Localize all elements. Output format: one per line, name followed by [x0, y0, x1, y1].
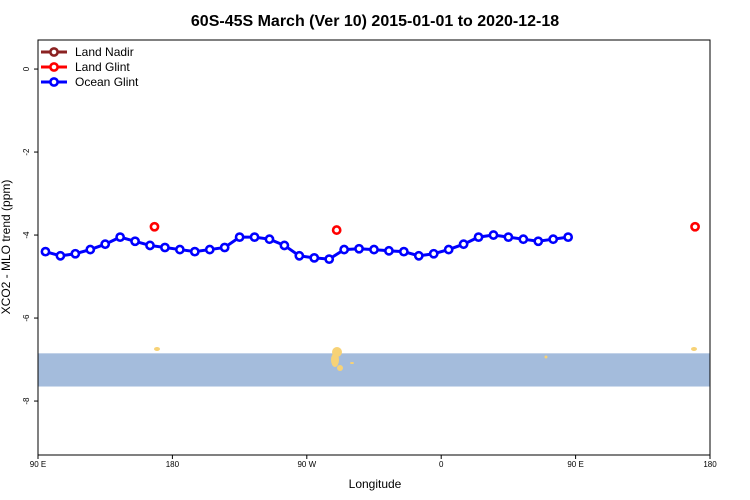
- y-tick-label-4: -8: [22, 397, 31, 405]
- data-point-land-glint-0: [149, 221, 160, 232]
- data-point-ocean-glint-12: [219, 242, 230, 253]
- data-point-ocean-glint-18: [309, 252, 320, 263]
- map-land-4: [350, 362, 354, 364]
- data-point-ocean-glint-27: [443, 244, 454, 255]
- data-point-ocean-glint-30: [488, 230, 499, 240]
- data-point-ocean-glint-33: [533, 236, 544, 247]
- data-point-ocean-glint-19: [324, 254, 335, 265]
- data-point-ocean-glint-31: [503, 232, 514, 243]
- data-point-ocean-glint-23: [384, 245, 394, 256]
- data-point-ocean-glint-8: [160, 242, 170, 253]
- map-land-0: [154, 347, 160, 351]
- data-point-ocean-glint-5: [115, 232, 126, 243]
- x-axis: 90 E 180 90 W 0 90 E 180: [30, 455, 717, 469]
- data-point-land-glint-1: [331, 225, 342, 235]
- data-point-ocean-glint-9: [174, 244, 185, 255]
- data-point-ocean-glint-21: [354, 243, 364, 254]
- map-land-2: [331, 353, 339, 367]
- x-axis-label: Longitude: [349, 477, 402, 491]
- y-tick-label-0: 0: [22, 66, 31, 71]
- legend-marker-land-nadir: [49, 47, 59, 57]
- map-strip: [38, 347, 710, 387]
- data-point-ocean-glint-3: [85, 244, 96, 255]
- data-point-ocean-glint-15: [264, 234, 275, 245]
- map-land-6: [691, 347, 697, 351]
- legend-marker-land-glint: [49, 62, 59, 72]
- data-point-ocean-glint-26: [428, 248, 439, 259]
- data-point-ocean-glint-34: [548, 234, 559, 245]
- data-point-ocean-glint-20: [339, 244, 350, 255]
- legend-label-land-nadir: Land Nadir: [75, 45, 134, 59]
- data-point-ocean-glint-4: [100, 239, 111, 250]
- data-point-ocean-glint-16: [279, 240, 290, 251]
- y-axis: 0 -2 -4 -6 -8: [22, 66, 38, 405]
- y-tick-label-3: -6: [22, 314, 31, 322]
- x-tick-label-1: 180: [166, 460, 180, 469]
- data-point-ocean-glint-35: [563, 232, 574, 243]
- x-tick-label-0: 90 E: [30, 460, 46, 469]
- series-layer: [40, 221, 700, 265]
- data-point-ocean-glint-22: [369, 244, 379, 255]
- data-point-land-glint-2: [690, 221, 700, 232]
- data-point-ocean-glint-7: [145, 240, 155, 251]
- y-tick-label-2: -4: [22, 231, 31, 239]
- data-point-ocean-glint-32: [518, 234, 529, 245]
- data-point-ocean-glint-24: [398, 246, 409, 257]
- y-axis-label: XCO2 - MLO trend (ppm): [0, 180, 13, 315]
- data-point-ocean-glint-17: [294, 250, 305, 261]
- data-point-ocean-glint-28: [458, 239, 469, 250]
- x-tick-label-3: 0: [439, 460, 444, 469]
- data-point-ocean-glint-14: [249, 232, 260, 243]
- data-point-ocean-glint-2: [70, 248, 81, 259]
- map-land-3: [337, 365, 343, 371]
- data-point-ocean-glint-1: [55, 250, 66, 261]
- data-point-ocean-glint-6: [130, 236, 140, 247]
- legend-marker-ocean-glint: [49, 77, 59, 87]
- chart-title: 60S-45S March (Ver 10) 2015-01-01 to 202…: [191, 13, 559, 30]
- data-point-ocean-glint-11: [204, 244, 215, 255]
- legend-label-ocean-glint: Ocean Glint: [75, 75, 139, 89]
- x-tick-label-4: 90 E: [567, 460, 583, 469]
- legend-label-land-glint: Land Glint: [75, 60, 130, 74]
- data-point-ocean-glint-10: [189, 246, 200, 257]
- data-point-ocean-glint-0: [40, 246, 51, 257]
- x-tick-label-2: 90 W: [297, 460, 316, 469]
- data-point-ocean-glint-13: [234, 232, 245, 243]
- map-ocean: [38, 353, 710, 387]
- data-point-ocean-glint-25: [413, 250, 424, 261]
- y-tick-label-1: -2: [22, 148, 31, 156]
- data-point-ocean-glint-29: [473, 232, 484, 243]
- map-land-5: [544, 355, 548, 359]
- x-tick-label-5: 180: [703, 460, 717, 469]
- plot-frame: [37, 39, 711, 456]
